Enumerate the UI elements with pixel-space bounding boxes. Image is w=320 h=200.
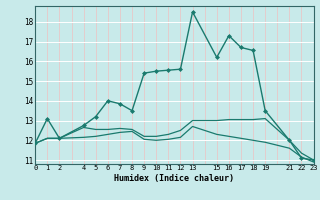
X-axis label: Humidex (Indice chaleur): Humidex (Indice chaleur) (115, 174, 235, 183)
